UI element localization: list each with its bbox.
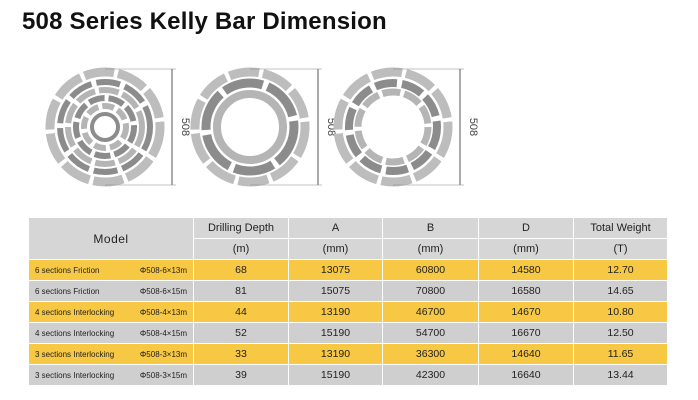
value-cell: 70800 — [382, 280, 479, 302]
value-cell: 15190 — [288, 322, 383, 344]
ring — [73, 95, 137, 159]
value-cell: 10.80 — [573, 301, 668, 323]
dimension-label: 508 — [179, 118, 191, 136]
ring — [213, 90, 287, 164]
value-cell: 16670 — [478, 322, 574, 344]
value-cell: 46700 — [382, 301, 479, 323]
spec: Φ508-6×15m — [139, 286, 187, 296]
ring — [90, 112, 120, 142]
dimension-label: 508 — [467, 118, 479, 136]
value-cell: 13.44 — [573, 364, 668, 386]
column-unit: (mm) — [478, 238, 574, 260]
spec: Φ508-3×15m — [139, 370, 187, 380]
column-unit: (mm) — [382, 238, 479, 260]
column-header: B — [382, 217, 479, 239]
value-cell: 60800 — [382, 259, 479, 281]
value-cell: 39 — [193, 364, 289, 386]
value-cell: 68 — [193, 259, 289, 281]
model-name: 6 sections Friction — [35, 265, 100, 275]
model-header: Model — [28, 217, 194, 260]
value-cell: 12.50 — [573, 322, 668, 344]
value-cell: 14580 — [478, 259, 574, 281]
title: 508 Series Kelly Bar Dimension — [22, 8, 387, 35]
dimension-table: Model Drilling Depth A B D Total Weight (m) (mm… — [28, 217, 668, 386]
value-cell: 44 — [193, 301, 289, 323]
value-cell: 15190 — [288, 364, 383, 386]
value-cell: 13075 — [288, 259, 383, 281]
value-cell: 15075 — [288, 280, 383, 302]
model-cell: Φ508-4×13m 4 sections Interlocking — [28, 301, 194, 323]
ring — [201, 78, 299, 176]
value-cell: 54700 — [382, 322, 479, 344]
column-header: D — [478, 217, 574, 239]
value-cell: 36300 — [382, 343, 479, 365]
value-cell: 13190 — [288, 301, 383, 323]
column-header: Drilling Depth — [193, 217, 289, 239]
model-cell: Φ508-6×13m 6 sections Friction — [28, 259, 194, 281]
ring — [45, 67, 165, 187]
value-cell: 11.65 — [573, 343, 668, 365]
ring — [57, 79, 153, 175]
diagrams: 508 508 508 — [45, 67, 479, 187]
model-name: 4 sections Interlocking — [35, 328, 115, 338]
column-header: A — [288, 217, 383, 239]
model-cell: Φ508-3×15m 3 sections Interlocking — [28, 364, 194, 386]
column-unit: (m) — [193, 238, 289, 260]
ring — [81, 103, 129, 151]
spec: Φ508-6×13m — [139, 265, 187, 275]
model-cell: Φ508-3×13m 3 sections Interlocking — [28, 343, 194, 365]
value-cell: 81 — [193, 280, 289, 302]
ring — [65, 87, 145, 167]
model-name: 3 sections Interlocking — [35, 370, 115, 380]
ring — [354, 88, 432, 166]
column-header: Total Weight — [573, 217, 668, 239]
value-cell: 42300 — [382, 364, 479, 386]
ring — [345, 79, 441, 175]
model-name: 6 sections Friction — [35, 286, 100, 296]
value-cell: 16580 — [478, 280, 574, 302]
model-cell: Φ508-4×15m 4 sections Interlocking — [28, 322, 194, 344]
value-cell: 14.65 — [573, 280, 668, 302]
value-cell: 14670 — [478, 301, 574, 323]
spec: Φ508-4×15m — [139, 328, 187, 338]
spec: Φ508-3×13m — [139, 349, 187, 359]
ring — [333, 67, 453, 187]
value-cell: 16640 — [478, 364, 574, 386]
model-cell: Φ508-6×15m 6 sections Friction — [28, 280, 194, 302]
value-cell: 14640 — [478, 343, 574, 365]
ring — [190, 67, 310, 187]
column-unit: (mm) — [288, 238, 383, 260]
model-name: 4 sections Interlocking — [35, 307, 115, 317]
value-cell: 52 — [193, 322, 289, 344]
spec: Φ508-4×13m — [139, 307, 187, 317]
model-name: 3 sections Interlocking — [35, 349, 115, 359]
column-unit: (T) — [573, 238, 668, 260]
value-cell: 13190 — [288, 343, 383, 365]
value-cell: 33 — [193, 343, 289, 365]
value-cell: 12.70 — [573, 259, 668, 281]
